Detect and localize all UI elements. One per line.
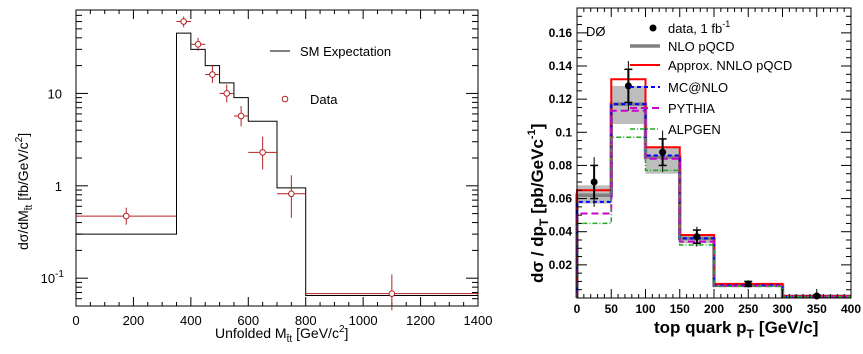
right-y-tick-label: 0.04 bbox=[549, 225, 573, 239]
right-x-tick-label: 100 bbox=[635, 302, 655, 316]
left-data-marker bbox=[122, 212, 130, 220]
right-y-tick-label: 0.08 bbox=[549, 158, 573, 172]
left-x-tick-label: 1200 bbox=[406, 313, 435, 328]
legend-data-marker bbox=[281, 95, 289, 103]
left-x-tick-labels: 0 200 400 600 800 1000 1200 1400 bbox=[72, 313, 492, 328]
right-data-marker bbox=[590, 178, 598, 186]
legend-sm-label: SM Expectation bbox=[300, 44, 391, 59]
left-data-point bbox=[205, 65, 220, 83]
legend-data-label: Data bbox=[310, 92, 338, 107]
right-x-tick-label: 250 bbox=[738, 302, 758, 316]
left-y-tick-label: 10-1 bbox=[41, 269, 65, 286]
left-data-point bbox=[277, 175, 306, 218]
left-data-marker bbox=[288, 190, 295, 198]
right-x-tick-labels: 0 50 100 150 200 250 300 350 400 bbox=[574, 302, 862, 316]
left-legend: SM Expectation Data bbox=[270, 44, 391, 107]
right-legend: data, 1 fb-1 NLO pQCD Approx. NNLO pQCD … bbox=[630, 19, 792, 137]
left-data-marker bbox=[180, 18, 187, 25]
right-data-points bbox=[590, 61, 821, 300]
left-y-axis-title: dσ/dMt̄t[fb/GeV/c2] bbox=[14, 133, 35, 250]
right-x-tick-label: 50 bbox=[605, 302, 619, 316]
right-data-marker bbox=[624, 82, 632, 90]
right-x-axis-title: top quark pT [GeV/c] bbox=[654, 318, 818, 341]
right-x-tick-label: 200 bbox=[704, 302, 724, 316]
legend-nnlo-label: Approx. NNLO pQCD bbox=[668, 58, 792, 73]
right-y-tick-labels: 0.02 0.04 0.06 0.08 0.1 0.12 0.14 0.16 bbox=[549, 26, 573, 272]
right-y-axis-title: dσ / dpT[pb/GeVc-1] bbox=[526, 124, 551, 283]
right-data-point bbox=[590, 157, 599, 207]
left-x-tick-label: 800 bbox=[295, 313, 317, 328]
left-x-tick-label: 200 bbox=[123, 313, 145, 328]
right-data-point bbox=[744, 280, 753, 288]
left-data-point bbox=[305, 274, 478, 311]
left-y-tick-labels: 10-1 1 10 bbox=[41, 86, 65, 286]
right-x-tick-label: 400 bbox=[841, 302, 861, 316]
left-x-tick-label: 1000 bbox=[349, 313, 378, 328]
right-x-tick-label: 350 bbox=[807, 302, 827, 316]
left-data-point bbox=[176, 16, 191, 28]
right-x-tick-label: 0 bbox=[574, 302, 581, 316]
left-data-marker bbox=[223, 90, 231, 97]
left-chart: 0 200 400 600 800 1000 1200 1400 10-1 1 10 SM Exp… bbox=[14, 9, 492, 345]
right-y-tick-label: 0.14 bbox=[549, 59, 573, 73]
right-data-marker bbox=[744, 280, 752, 288]
series-alpgen-line bbox=[576, 136, 851, 298]
left-y-tick-label: 1 bbox=[55, 179, 62, 194]
right-y-tick-label: 0.12 bbox=[549, 92, 573, 106]
left-data-marker bbox=[237, 112, 245, 120]
left-data-point bbox=[190, 37, 206, 51]
left-data-marker bbox=[194, 41, 202, 48]
legend-nlo-label: NLO pQCD bbox=[668, 39, 734, 54]
right-x-tick-label: 300 bbox=[772, 302, 792, 316]
right-y-tick-label: 0.1 bbox=[555, 125, 572, 139]
theory-series bbox=[575, 78, 851, 299]
right-axis-ticks bbox=[576, 8, 852, 298]
sm-expectation-step-line bbox=[76, 32, 478, 296]
legend-alpgen-label: ALPGEN bbox=[668, 122, 721, 137]
left-data-marker bbox=[259, 149, 266, 156]
right-data-point bbox=[624, 61, 633, 111]
right-data-point bbox=[658, 130, 667, 173]
right-data-point bbox=[692, 226, 701, 247]
left-y-tick-label: 10 bbox=[48, 86, 62, 101]
left-data-marker bbox=[209, 71, 216, 78]
right-y-tick-label: 0.02 bbox=[549, 258, 573, 272]
legend-mcnlo-label: MC@NLO bbox=[668, 80, 728, 95]
right-data-marker bbox=[693, 233, 701, 241]
left-data-point bbox=[76, 207, 177, 225]
d0-annotation: DØ bbox=[586, 24, 606, 39]
right-data-marker bbox=[659, 148, 667, 156]
right-x-tick-label: 150 bbox=[670, 302, 690, 316]
right-y-tick-label: 0.16 bbox=[549, 26, 573, 40]
left-data-marker bbox=[388, 290, 396, 297]
left-data-point bbox=[233, 106, 249, 127]
left-data-point bbox=[219, 84, 234, 103]
left-x-axis-title: Unfolded Mt̄t [GeV/c2] bbox=[215, 324, 348, 345]
left-x-tick-label: 600 bbox=[237, 313, 259, 328]
left-data-points bbox=[76, 16, 478, 311]
left-axis-ticks bbox=[75, 9, 479, 307]
legend-data-marker-right bbox=[649, 24, 657, 32]
left-x-tick-label: 400 bbox=[180, 313, 202, 328]
left-x-tick-label: 0 bbox=[72, 313, 79, 328]
left-data-point bbox=[248, 136, 277, 170]
right-chart: 0 50 100 150 200 250 300 350 400 0.020.040.060.0… bbox=[526, 7, 862, 341]
right-y-tick-label: 0.06 bbox=[549, 192, 573, 206]
left-x-tick-label: 1400 bbox=[464, 313, 493, 328]
legend-data-label-right: data, 1 fb-1 bbox=[668, 19, 730, 36]
legend-pythia-label: PYTHIA bbox=[668, 101, 715, 116]
